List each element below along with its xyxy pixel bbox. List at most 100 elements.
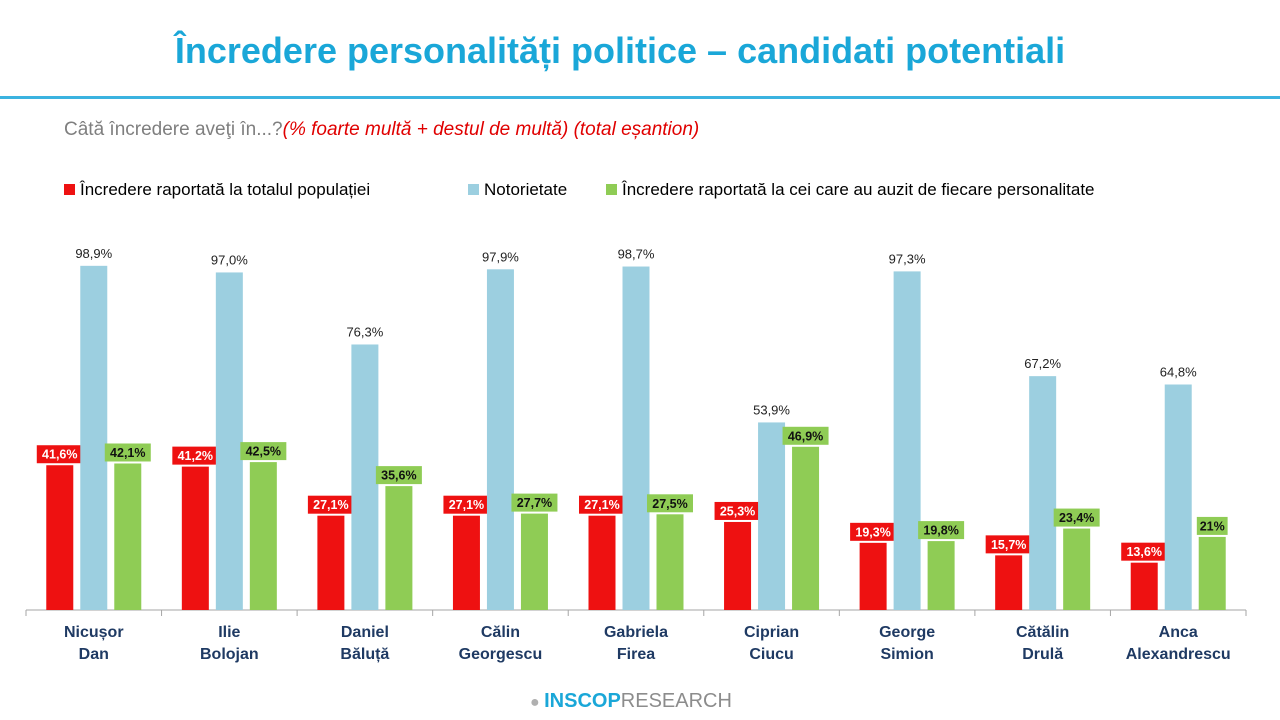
data-label-box [714, 501, 761, 520]
bar-green [656, 514, 684, 610]
data-label-box [104, 443, 151, 462]
bar-blue [1029, 376, 1057, 610]
category-label: Băluță [340, 646, 389, 663]
data-label: 27,1% [584, 498, 619, 512]
category-label: Alexandrescu [1126, 646, 1231, 663]
data-label-box [307, 495, 354, 514]
bar-blue [758, 422, 786, 610]
data-label-box [375, 466, 422, 485]
bar-green [114, 463, 142, 610]
bar-red [317, 515, 345, 610]
category-label: Georgescu [459, 646, 543, 663]
data-label: 97,3% [889, 251, 926, 266]
bar-red [1130, 562, 1158, 610]
legend-label: Încredere raportată la totalul populație… [80, 180, 371, 199]
data-label: 25,3% [720, 504, 755, 518]
data-label-box [1121, 542, 1168, 561]
category-label: Dan [79, 646, 109, 663]
legend-label: Notorietate [484, 180, 568, 199]
data-label: 41,6% [42, 448, 77, 462]
data-label: 15,7% [991, 538, 1026, 552]
bar-red [724, 521, 752, 610]
bar-green [385, 486, 413, 610]
bar-red [181, 466, 209, 610]
bar-green [1063, 528, 1091, 610]
bar-red [46, 465, 74, 610]
category-label: Gabriela [604, 624, 668, 641]
bar-blue [80, 265, 108, 610]
data-label: 27,7% [517, 496, 552, 510]
category-label: Bolojan [200, 646, 259, 663]
data-label: 42,5% [246, 445, 281, 459]
question-text: Câtă încredere aveţi în...?(% foarte mul… [64, 119, 699, 141]
category-label: Ciucu [749, 646, 793, 663]
bar-blue [622, 266, 650, 610]
bar-blue [215, 272, 243, 610]
category-label: Anca [1159, 624, 1198, 641]
data-label-box [511, 493, 558, 512]
legend-label: Încredere raportată la cei care au auzit… [622, 180, 1095, 199]
data-label: 27,1% [449, 498, 484, 512]
data-label: 76,3% [346, 324, 383, 339]
data-label: 98,9% [75, 246, 112, 261]
question-main: Câtă încredere aveţi în...? [64, 119, 283, 140]
category-label: Firea [617, 646, 655, 663]
bar-blue [893, 271, 921, 610]
data-label: 35,6% [381, 469, 416, 483]
category-label: Ilie [218, 624, 240, 641]
data-label-box [1053, 508, 1100, 527]
data-label: 19,8% [923, 524, 958, 538]
data-label-box [443, 495, 490, 514]
data-label: 41,2% [178, 449, 213, 463]
logo-mark-icon: ● [530, 694, 545, 711]
logo-text: INSCOP [544, 690, 621, 712]
bar-red [995, 555, 1023, 610]
category-label: Simion [880, 646, 933, 663]
category-label: Ciprian [744, 624, 799, 641]
data-label-box [985, 535, 1032, 554]
category-label: Cătălin [1016, 624, 1069, 641]
legend-swatch-red [64, 184, 75, 195]
legend-swatch-green [606, 184, 617, 195]
data-label-box [36, 445, 83, 464]
data-label: 53,9% [753, 402, 790, 417]
question-note: (% foarte multă + destul de multă) (tota… [282, 119, 700, 140]
category-label: Călin [481, 624, 520, 641]
data-label-box [1196, 516, 1228, 535]
category-label: Drulă [1022, 646, 1063, 663]
title-divider [0, 96, 1280, 99]
data-label-box [850, 522, 897, 541]
data-label-box [240, 442, 287, 461]
data-label-box [647, 494, 693, 513]
category-label: Daniel [341, 624, 389, 641]
legend-swatch-blue [468, 184, 479, 195]
data-label: 64,8% [1160, 364, 1197, 379]
data-label: 97,9% [482, 249, 519, 264]
data-label-box [579, 495, 625, 514]
bar-green [927, 541, 955, 610]
data-label-box [782, 426, 829, 445]
data-label: 27,1% [313, 498, 348, 512]
logo-text-suffix: RESEARCH [620, 690, 732, 712]
data-label: 21% [1200, 519, 1225, 533]
data-label: 98,7% [618, 247, 655, 262]
bar-blue [351, 344, 379, 610]
page-title: Încredere personalități politice – candi… [174, 30, 1066, 71]
data-label: 19,3% [855, 525, 890, 539]
category-label: Nicușor [64, 624, 124, 641]
bar-red [859, 542, 887, 610]
data-label: 42,1% [110, 446, 145, 460]
bar-green [249, 462, 277, 610]
data-label: 23,4% [1059, 511, 1094, 525]
data-label: 46,9% [788, 429, 823, 443]
data-label-box [918, 521, 965, 540]
bar-red [588, 515, 616, 610]
data-label: 67,2% [1024, 356, 1061, 371]
bar-red [452, 515, 480, 610]
data-label: 97,0% [211, 252, 248, 267]
data-label: 13,6% [1126, 545, 1161, 559]
bar-green [792, 446, 820, 610]
data-label-box [172, 446, 219, 465]
bar-green [1198, 536, 1226, 610]
